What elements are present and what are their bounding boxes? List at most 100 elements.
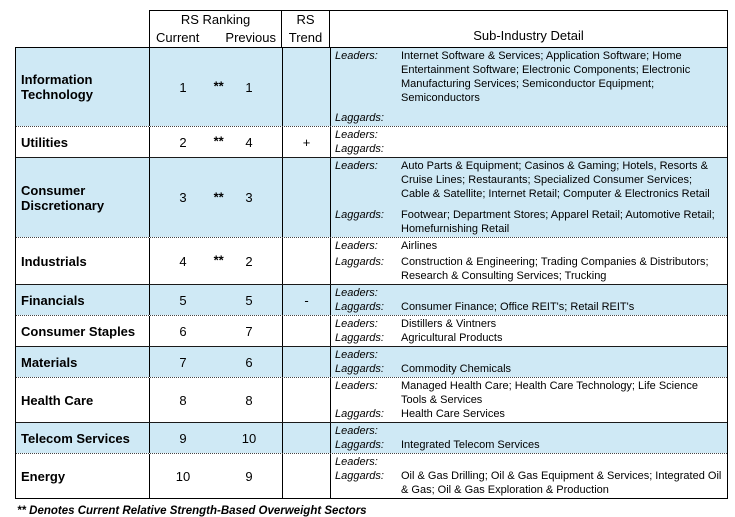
leaders-text: Managed Health Care; Health Care Technol… <box>401 380 698 406</box>
header-rs-ranking-group: RS Ranking Current Previous <box>149 10 282 47</box>
sub-industry-detail-cell: Leaders: Managed Health Care; Health Car… <box>331 378 727 422</box>
leaders-block: Leaders: <box>335 128 723 142</box>
table-row-industrials: Industrials 4 ** 2 Leaders: Airlines Lag… <box>16 237 727 284</box>
trend-cell <box>283 423 331 453</box>
leaders-block: Leaders: Airlines <box>335 239 723 253</box>
leaders-label: Leaders: <box>335 129 378 141</box>
table-row-consumer-discretionary: Consumer Discretionary 3 ** 3 Leaders: A… <box>16 157 727 237</box>
laggards-text: Agricultural Products <box>401 332 503 344</box>
sub-industry-detail-cell: Leaders: Auto Parts & Equipment; Casinos… <box>331 158 727 237</box>
current-rank: 9 <box>179 430 187 446</box>
sector-name: Consumer Staples <box>16 316 150 346</box>
table-row-health-care: Health Care 8 8 Leaders: Managed Health … <box>16 377 727 422</box>
laggards-label: Laggards: <box>335 363 384 375</box>
sector-name: Materials <box>16 347 150 377</box>
previous-rank: 8 <box>245 392 253 408</box>
header-rs-ranking: RS Ranking <box>180 12 251 27</box>
table-row-materials: Materials 7 6 Leaders: Laggards: Commodi… <box>16 346 727 377</box>
rank-cell: 4 ** 2 <box>150 238 283 284</box>
laggards-block: Laggards: Health Care Services <box>335 407 723 421</box>
leaders-label: Leaders: <box>335 349 378 361</box>
current-rank: 6 <box>179 323 187 339</box>
leaders-block: Leaders: Distillers & Vintners <box>335 317 723 331</box>
laggards-text: Integrated Telecom Services <box>401 439 540 451</box>
trend-cell <box>283 378 331 422</box>
sub-industry-detail-cell: Leaders: Airlines Laggards: Construction… <box>331 238 727 284</box>
header-previous: Previous <box>225 30 276 45</box>
trend-cell: - <box>283 285 331 315</box>
rank-cell: 1 ** 1 <box>150 48 283 126</box>
header-rs-trend: RS Trend <box>282 10 330 47</box>
leaders-block: Leaders: Managed Health Care; Health Car… <box>335 379 723 407</box>
previous-rank: 5 <box>245 292 253 308</box>
leaders-label: Leaders: <box>335 240 378 252</box>
leaders-text: Auto Parts & Equipment; Casinos & Gaming… <box>401 160 710 200</box>
table-row-telecom-services: Telecom Services 9 10 Leaders: Laggards:… <box>16 422 727 453</box>
laggards-label: Laggards: <box>335 470 384 482</box>
table-row-utilities: Utilities 2 ** 4 + Leaders: Laggards: <box>16 126 727 157</box>
rank-cell: 10 9 <box>150 454 283 498</box>
sub-industry-detail-cell: Leaders: Internet Software & Services; A… <box>331 48 727 126</box>
sector-name: Consumer Discretionary <box>16 158 150 237</box>
trend-cell: + <box>283 127 331 157</box>
leaders-block: Leaders: <box>335 455 723 469</box>
table-row-financials: Financials 5 5 - Leaders: Laggards: Cons… <box>16 284 727 315</box>
sector-ranking-table: RS Ranking Current Previous RS Trend Sub… <box>15 10 728 517</box>
trend-cell <box>283 454 331 498</box>
laggards-text: Footwear; Department Stores; Apparel Ret… <box>401 209 715 235</box>
laggards-text: Oil & Gas Drilling; Oil & Gas Equipment … <box>401 470 722 496</box>
header-current-previous: Current Previous <box>150 29 281 47</box>
current-rank: 3 <box>179 190 187 205</box>
sub-industry-detail-cell: Leaders: Distillers & Vintners Laggards:… <box>331 316 727 346</box>
sector-name: Utilities <box>16 127 150 157</box>
current-rank: 7 <box>179 354 187 370</box>
laggards-text: Health Care Services <box>401 408 505 420</box>
leaders-label: Leaders: <box>335 160 378 172</box>
sub-industry-detail-cell: Leaders: Laggards: Consumer Finance; Off… <box>331 285 727 315</box>
leaders-text: Internet Software & Services; Applicatio… <box>401 50 691 104</box>
previous-rank: 1 <box>245 79 253 95</box>
leaders-block: Leaders: <box>335 424 723 438</box>
laggards-label: Laggards: <box>335 209 384 221</box>
rank-cell: 6 7 <box>150 316 283 346</box>
sub-industry-detail-cell: Leaders: Laggards: Commodity Chemicals <box>331 347 727 377</box>
laggards-block: Laggards: <box>335 111 723 125</box>
sub-industry-detail-cell: Leaders: Laggards: <box>331 127 727 157</box>
trend-cell <box>283 238 331 284</box>
current-rank: 5 <box>179 292 187 308</box>
laggards-block: Laggards: Footwear; Department Stores; A… <box>335 208 723 236</box>
trend-cell <box>283 48 331 126</box>
previous-rank: 9 <box>245 468 253 484</box>
leaders-label: Leaders: <box>335 287 378 299</box>
leaders-block: Leaders: <box>335 286 723 300</box>
header-sub-industry-label: Sub-Industry Detail <box>473 28 584 43</box>
laggards-label: Laggards: <box>335 143 384 155</box>
laggards-block: Laggards: Integrated Telecom Services <box>335 438 723 452</box>
rank-cell: 8 8 <box>150 378 283 422</box>
table-header: RS Ranking Current Previous RS Trend Sub… <box>149 10 728 47</box>
leaders-block: Leaders: <box>335 348 723 362</box>
header-rs-trend-line2: Trend <box>288 30 323 45</box>
leaders-label: Leaders: <box>335 456 378 468</box>
laggards-block: Laggards: Consumer Finance; Office REIT'… <box>335 300 723 314</box>
laggards-label: Laggards: <box>335 332 384 344</box>
overweight-marker: ** <box>213 133 224 149</box>
leaders-label: Leaders: <box>335 425 378 437</box>
current-rank: 8 <box>179 392 187 408</box>
rank-cell: 9 10 <box>150 423 283 453</box>
previous-rank: 2 <box>245 253 253 269</box>
overweight-marker: ** <box>213 252 224 268</box>
current-rank: 1 <box>179 79 187 95</box>
current-rank: 2 <box>179 134 187 150</box>
overweight-marker: ** <box>213 188 224 204</box>
rank-cell: 5 5 <box>150 285 283 315</box>
trend-cell <box>283 347 331 377</box>
leaders-block: Leaders: Internet Software & Services; A… <box>335 49 723 105</box>
laggards-block: Laggards: <box>335 142 723 156</box>
sector-name: Information Technology <box>16 48 150 126</box>
rank-cell: 3 ** 3 <box>150 158 283 237</box>
leaders-text: Airlines <box>401 240 438 252</box>
leaders-label: Leaders: <box>335 50 378 62</box>
trend-cell <box>283 158 331 237</box>
